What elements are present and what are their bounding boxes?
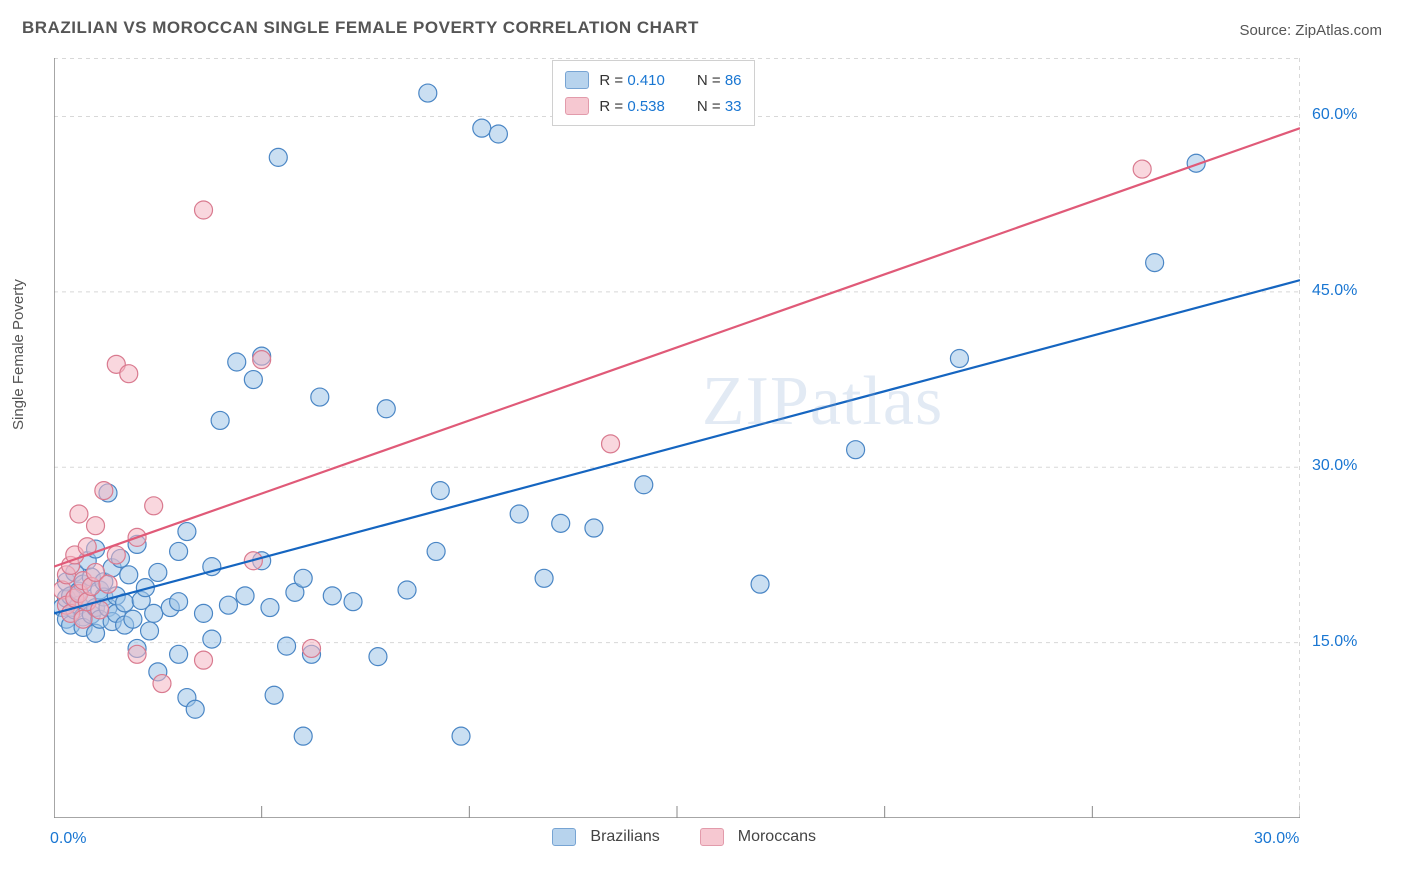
series-legend: Brazilians Moroccans — [552, 828, 842, 846]
legend-series-label: Brazilians — [590, 828, 659, 846]
y-tick-label: 60.0% — [1312, 106, 1357, 124]
correlation-stats-legend: R = 0.410 N = 86 R = 0.538 N = 33 — [552, 60, 754, 126]
n-label: N = 86 — [697, 72, 742, 89]
y-axis-label: Single Female Poverty — [10, 279, 27, 430]
source-attribution: Source: ZipAtlas.com — [1239, 22, 1382, 39]
r-label: R = 0.538 — [599, 98, 664, 115]
y-tick-label: 15.0% — [1312, 633, 1357, 651]
x-tick-label: 0.0% — [50, 830, 86, 848]
legend-series-label: Moroccans — [738, 828, 816, 846]
legend-swatch-icon — [552, 828, 576, 846]
n-label: N = 33 — [697, 98, 742, 115]
y-tick-label: 30.0% — [1312, 457, 1357, 475]
y-tick-label: 45.0% — [1312, 282, 1357, 300]
r-label: R = 0.410 — [599, 72, 664, 89]
stats-legend-row: R = 0.538 N = 33 — [565, 93, 741, 119]
chart-container: BRAZILIAN VS MOROCCAN SINGLE FEMALE POVE… — [0, 0, 1406, 892]
legend-swatch-icon — [700, 828, 724, 846]
legend-swatch-icon — [565, 97, 589, 115]
legend-swatch-icon — [565, 71, 589, 89]
chart-title: BRAZILIAN VS MOROCCAN SINGLE FEMALE POVE… — [22, 18, 699, 38]
stats-legend-row: R = 0.410 N = 86 — [565, 67, 741, 93]
x-tick-label: 30.0% — [1254, 830, 1299, 848]
scatter-plot — [54, 58, 1300, 818]
